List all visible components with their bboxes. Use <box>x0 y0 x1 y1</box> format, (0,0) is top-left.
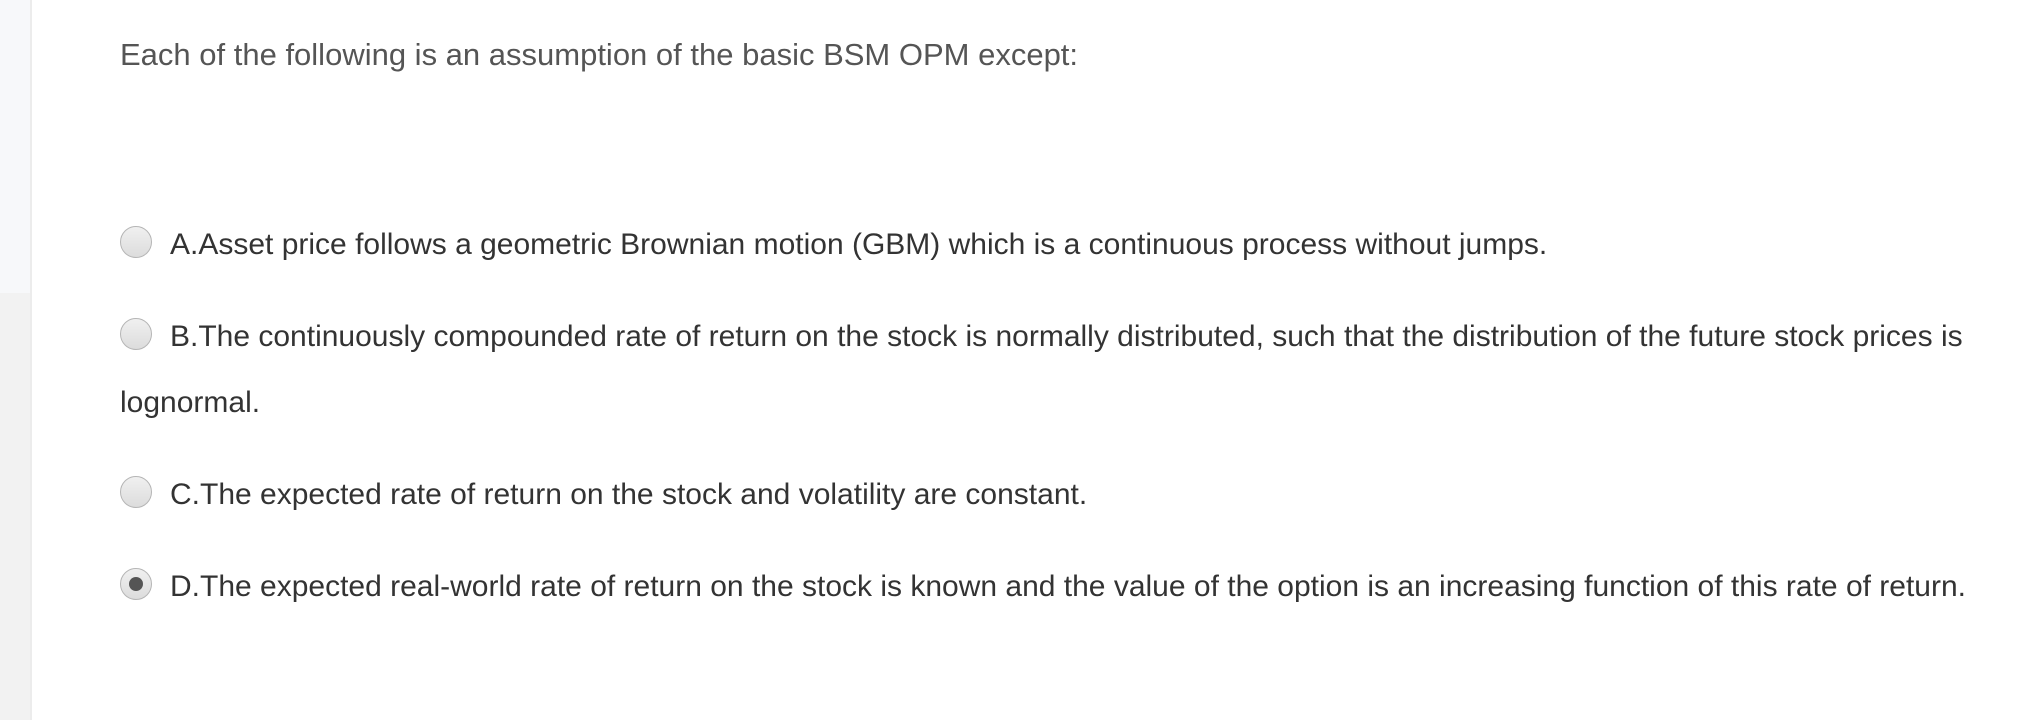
option-c-label: C.The expected rate of return on the sto… <box>170 478 1088 511</box>
option-b[interactable]: B.The continuously compounded rate of re… <box>120 304 2000 436</box>
option-b-label: B.The continuously compounded rate of re… <box>120 320 1963 419</box>
left-sidebar-strip <box>0 0 32 720</box>
radio-button-b[interactable] <box>120 318 152 350</box>
option-d-label: D.The expected real-world rate of return… <box>170 570 1967 603</box>
option-c[interactable]: C.The expected rate of return on the sto… <box>120 462 2000 528</box>
option-a-label: A.Asset price follows a geometric Browni… <box>170 228 1548 261</box>
answer-options: A.Asset price follows a geometric Browni… <box>120 212 2000 646</box>
radio-button-a[interactable] <box>120 226 152 258</box>
option-d[interactable]: D.The expected real-world rate of return… <box>120 554 2000 620</box>
radio-button-c[interactable] <box>120 476 152 508</box>
sidebar-top-panel <box>0 0 30 293</box>
question-text: Each of the following is an assumption o… <box>120 37 1079 72</box>
radio-button-d[interactable] <box>120 568 152 600</box>
option-a[interactable]: A.Asset price follows a geometric Browni… <box>120 212 2000 278</box>
